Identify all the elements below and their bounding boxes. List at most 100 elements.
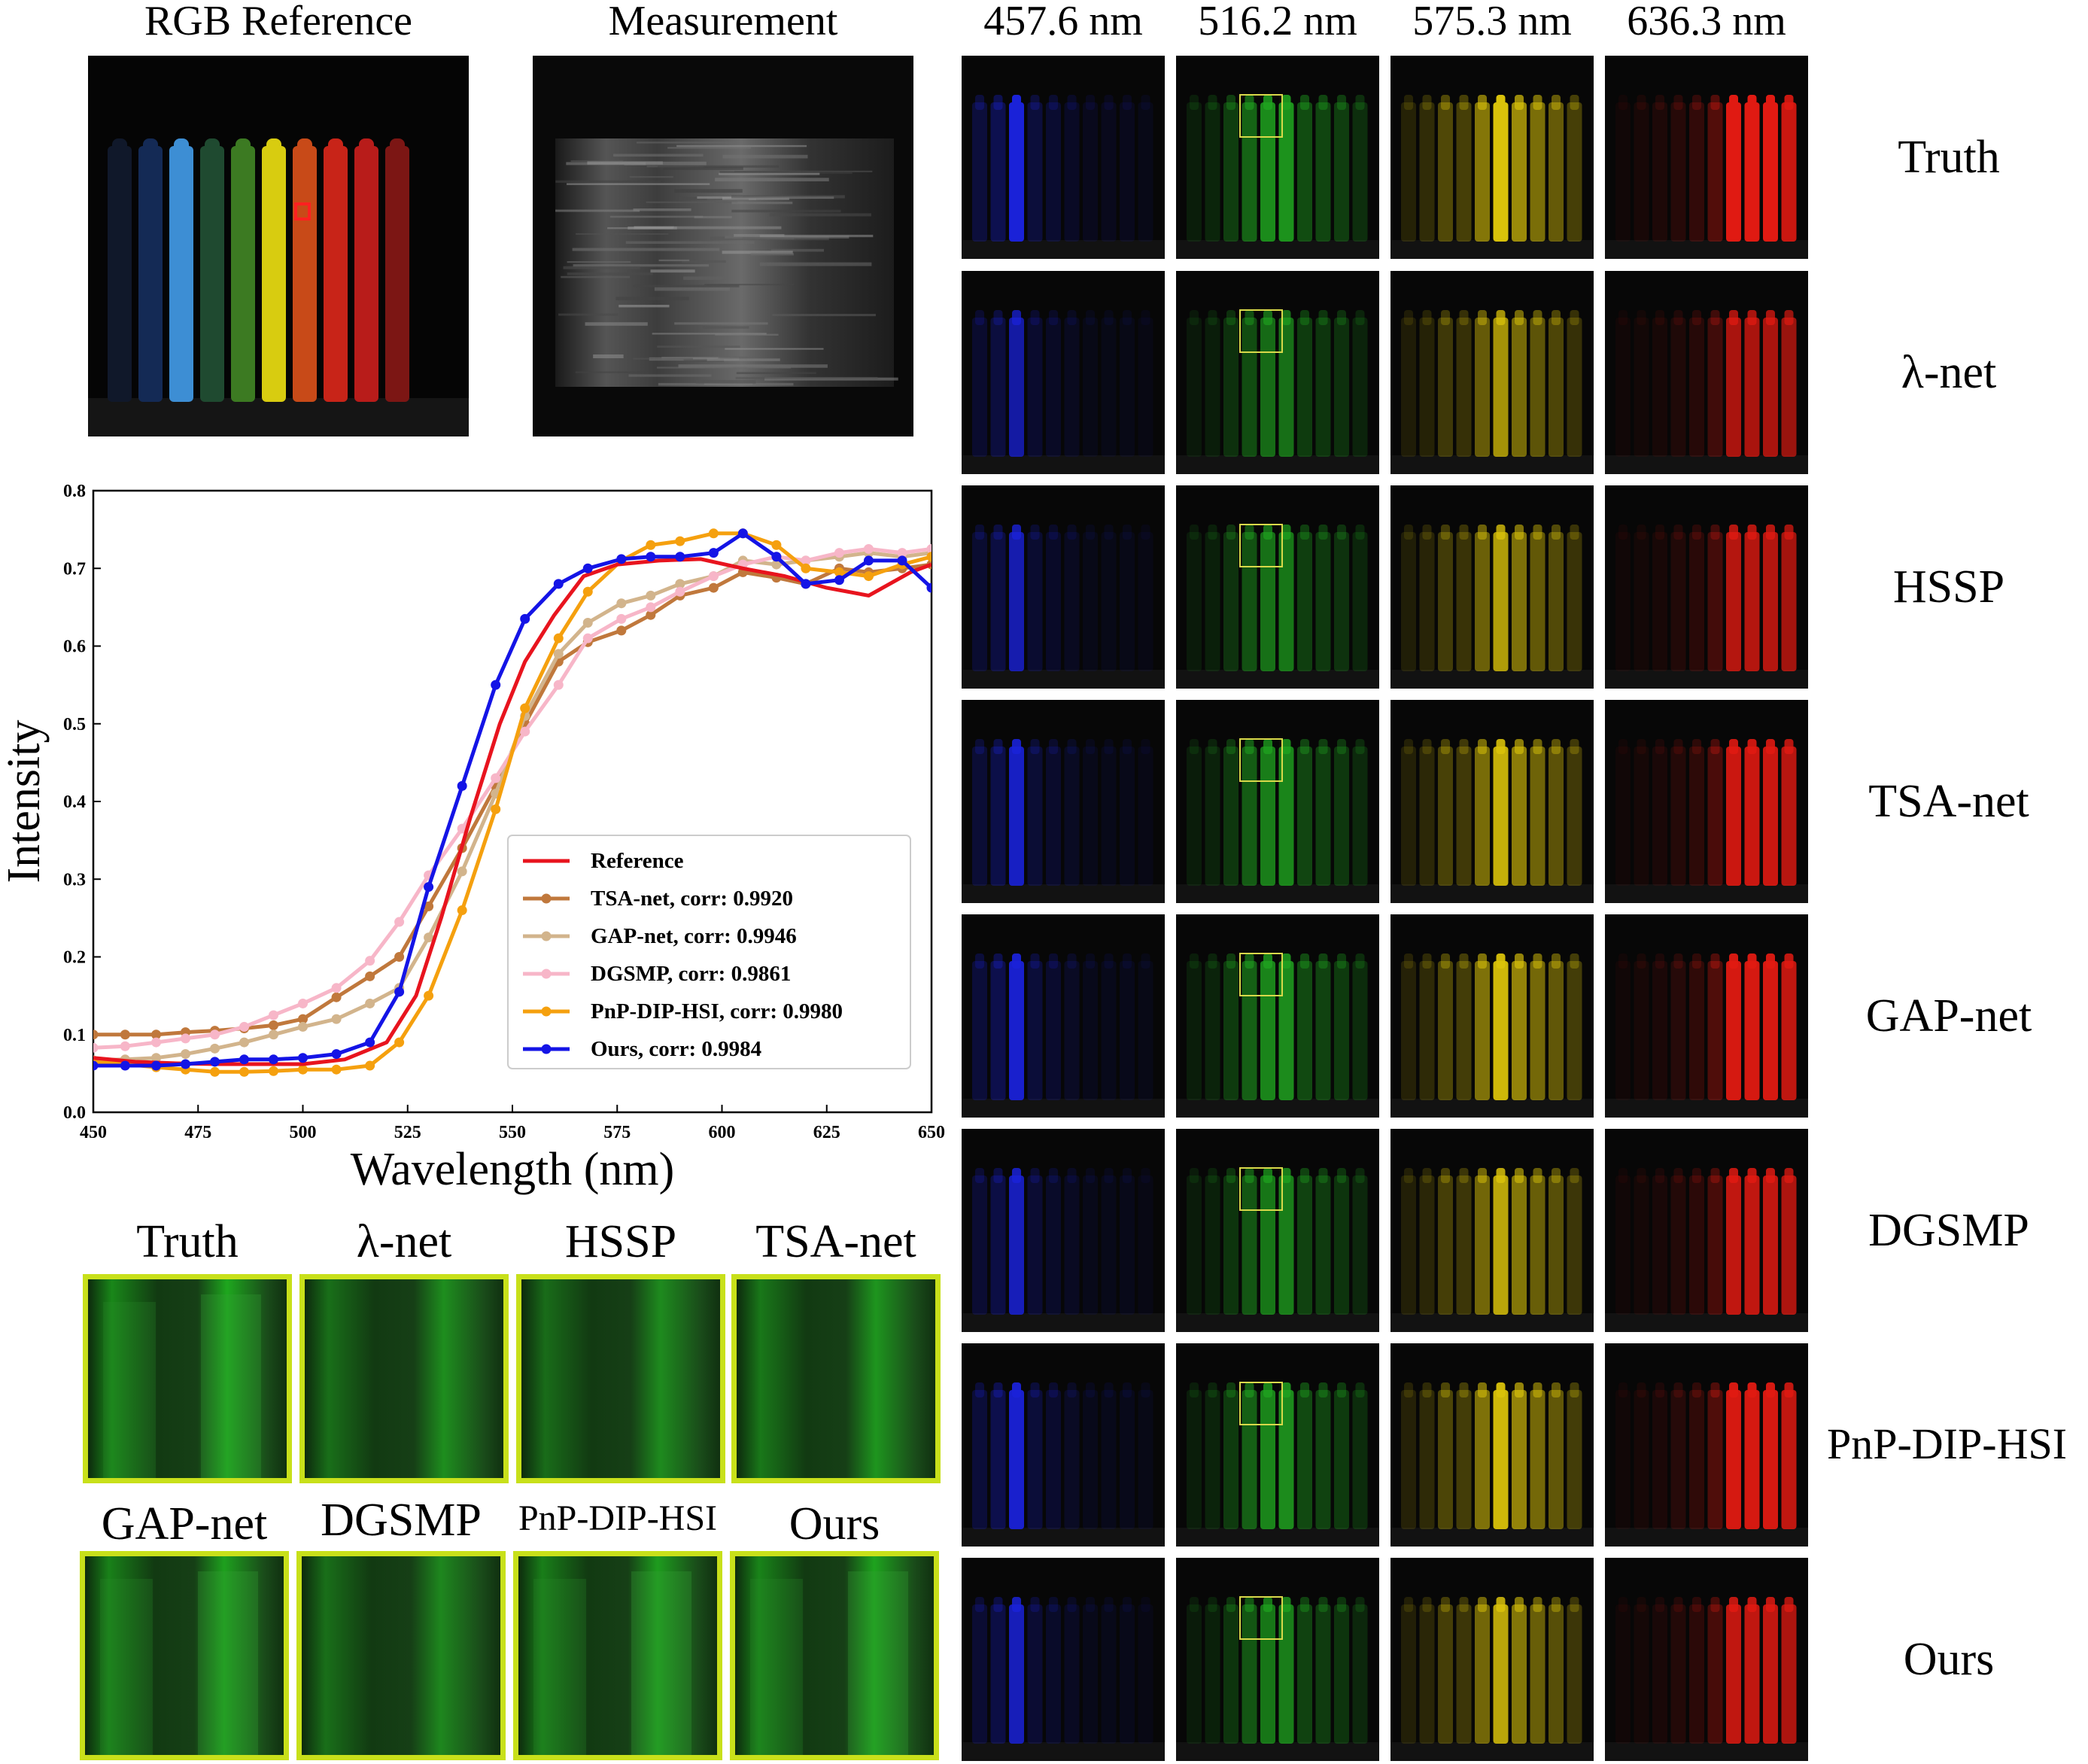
data-point: [646, 590, 656, 601]
legend-entry: Ours, corr: 0.9984: [591, 1037, 761, 1061]
panel-truth-band-3: [1390, 56, 1594, 259]
data-point: [424, 901, 434, 911]
roi-marker: [294, 202, 311, 220]
panel-gap-net-band-1: [962, 914, 1165, 1118]
data-point: [771, 559, 782, 570]
crop-label-6: DGSMP: [321, 1495, 482, 1546]
data-point: [151, 1030, 162, 1040]
data-point: [834, 548, 844, 558]
row-label-7: PnP-DIP-HSI: [1826, 1419, 2068, 1468]
panel-tsa-net-band-1: [962, 700, 1165, 903]
crayon: [138, 146, 163, 402]
crayon: [324, 146, 348, 402]
data-point: [520, 613, 530, 624]
panel-dgsmp-band-3: [1390, 1129, 1594, 1332]
x-tick-label: 575: [603, 1123, 631, 1142]
data-point: [582, 633, 593, 643]
zoom-crop-3: [516, 1274, 725, 1483]
series-line: [93, 557, 932, 1066]
data-point: [553, 633, 564, 643]
panel--net-band-2: [1176, 271, 1379, 474]
panel-hssp-band-2: [1176, 485, 1379, 689]
data-point: [897, 555, 907, 566]
data-point: [210, 1066, 220, 1077]
data-point: [331, 1014, 342, 1024]
panel-tsa-net-band-3: [1390, 700, 1594, 903]
data-point: [298, 998, 308, 1008]
data-point: [646, 602, 656, 613]
data-point: [331, 1049, 342, 1060]
y-tick-label: 0.3: [63, 870, 86, 890]
data-point: [708, 571, 719, 582]
zoom-box: [1239, 309, 1283, 353]
data-point: [120, 1041, 130, 1051]
data-point: [269, 1010, 279, 1020]
data-point: [771, 552, 782, 562]
data-point: [181, 1033, 191, 1044]
data-point: [269, 1030, 279, 1040]
crop-label-7: PnP-DIP-HSI: [518, 1498, 718, 1538]
data-point: [239, 1021, 250, 1032]
zoom-box: [1239, 94, 1283, 138]
panel-dgsmp-band-1: [962, 1129, 1165, 1332]
rgb-reference-title: RGB Reference: [144, 0, 413, 44]
data-point: [93, 1042, 99, 1053]
panel-pnp-dip-hsi-band-1: [962, 1343, 1165, 1547]
data-point: [863, 555, 874, 566]
data-point: [834, 567, 844, 577]
data-point: [269, 1066, 279, 1076]
row-label-4: TSA-net: [1868, 776, 2029, 827]
measurement-title: Measurement: [608, 0, 838, 44]
panel-pnp-dip-hsi-band-3: [1390, 1343, 1594, 1547]
data-point: [394, 952, 405, 962]
panel-dgsmp-band-2: [1176, 1129, 1379, 1332]
data-point: [331, 1064, 342, 1075]
data-point: [239, 1054, 250, 1065]
data-point: [675, 586, 685, 597]
panel-gap-net-band-4: [1605, 914, 1808, 1118]
crayon: [200, 146, 224, 402]
data-point: [151, 1037, 162, 1048]
data-point: [520, 703, 530, 713]
data-point: [675, 579, 685, 589]
crayon: [231, 146, 255, 402]
legend-entry: TSA-net, corr: 0.9920: [591, 887, 793, 911]
data-point: [863, 571, 874, 582]
row-label-8: Ours: [1903, 1634, 1995, 1685]
data-point: [93, 1060, 99, 1071]
panel-tsa-net-band-2: [1176, 700, 1379, 903]
panel-gap-net-band-2: [1176, 914, 1379, 1118]
data-point: [616, 554, 627, 564]
data-point: [926, 552, 932, 562]
data-point: [120, 1060, 130, 1071]
panel-ours-band-4: [1605, 1558, 1808, 1761]
panel-ours-band-3: [1390, 1558, 1594, 1761]
legend-entry: PnP-DIP-HSI, corr: 0.9980: [591, 999, 843, 1023]
crop-label-5: GAP-net: [101, 1498, 268, 1550]
zoom-crop-2: [299, 1274, 509, 1483]
x-tick-label: 475: [184, 1123, 211, 1142]
data-point: [365, 971, 375, 981]
panel--net-band-1: [962, 271, 1165, 474]
x-tick-label: 600: [709, 1123, 736, 1142]
data-point: [491, 680, 501, 690]
panel-ours-band-2: [1176, 1558, 1379, 1761]
panel-hssp-band-1: [962, 485, 1165, 689]
data-point: [553, 579, 564, 589]
data-point: [582, 586, 593, 597]
crayon: [262, 146, 286, 402]
data-point: [646, 552, 656, 562]
data-point: [457, 866, 467, 877]
x-axis-label: Wavelength (nm): [351, 1144, 675, 1195]
data-point: [394, 987, 405, 997]
data-point: [298, 1064, 308, 1075]
data-point: [365, 998, 375, 1008]
data-point: [646, 540, 656, 550]
panel-pnp-dip-hsi-band-4: [1605, 1343, 1808, 1547]
row-label-3: HSSP: [1892, 561, 2005, 613]
data-point: [491, 804, 501, 814]
data-point: [298, 1021, 308, 1032]
data-point: [239, 1066, 250, 1077]
crayon: [293, 146, 317, 402]
data-point: [616, 598, 627, 609]
